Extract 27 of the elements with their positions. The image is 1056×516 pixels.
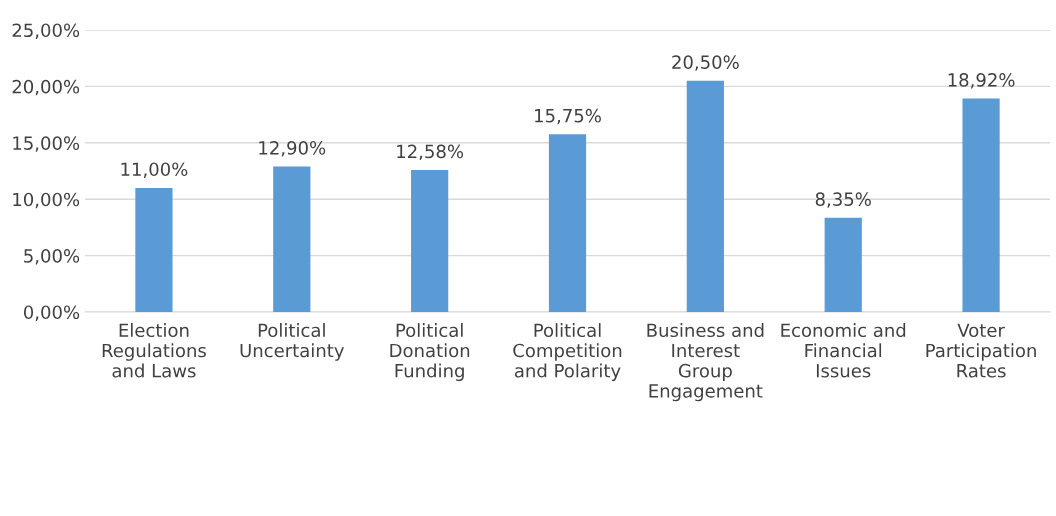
- bar: [962, 98, 1000, 312]
- y-tick-label: 15,00%: [13, 136, 80, 152]
- x-tick-label: Election Regulations and Laws: [102, 323, 206, 378]
- data-label: 18,92%: [948, 73, 1015, 89]
- y-tick-label: 10,00%: [13, 192, 80, 209]
- data-label: 15,75%: [535, 108, 601, 125]
- data-label: 11,00%: [121, 162, 188, 178]
- x-tick-label: Political Donation Funding: [390, 323, 470, 382]
- y-tick-label: 25,00%: [12, 23, 80, 39]
- x-tick-label: Economic and Financial Issues: [781, 323, 906, 378]
- data-label: 8,35%: [815, 192, 871, 208]
- bar: [686, 80, 724, 312]
- y-tick-label: 0,00%: [23, 305, 80, 321]
- x-tick-label: Business and Interest Group Engagement: [647, 323, 764, 402]
- data-label: 12,58%: [397, 144, 464, 161]
- data-label: 12,90%: [259, 141, 326, 157]
- bar: [411, 170, 449, 312]
- x-tick-label: Political Competition and Polarity: [513, 323, 622, 382]
- y-tick-label: 20,00%: [12, 79, 80, 96]
- bar: [824, 217, 862, 312]
- y-tick-label: 5,00%: [24, 249, 80, 265]
- bar: [135, 187, 173, 312]
- data-label: 20,50%: [672, 55, 739, 71]
- x-tick-label: Political Uncertainty: [240, 323, 344, 361]
- x-tick-label: Voter Participation Rates: [926, 323, 1036, 378]
- bar: [273, 166, 311, 312]
- bar: [548, 134, 587, 312]
